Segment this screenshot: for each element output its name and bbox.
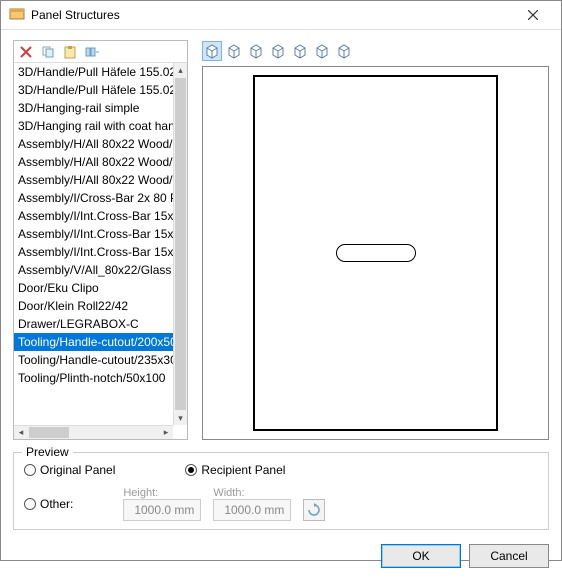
list-item[interactable]: Assembly/H/All 80x22 Wood/Top <box>14 153 173 171</box>
other-radio[interactable]: Other: <box>24 497 73 511</box>
panel-outline <box>253 75 498 431</box>
preview-canvas[interactable] <box>202 66 549 440</box>
hscroll-track[interactable] <box>28 426 159 439</box>
copy-icon[interactable] <box>40 44 56 60</box>
hscroll-thumb[interactable] <box>29 427 69 438</box>
dialog-buttons: OK Cancel <box>13 544 549 568</box>
list-item[interactable]: Tooling/Handle-cutout/235x30/to <box>14 351 173 369</box>
other-label: Other: <box>40 497 73 511</box>
cube-icon <box>270 43 286 59</box>
view-cube-button[interactable] <box>246 41 266 61</box>
list-item[interactable]: Assembly/H/All 80x22 Wood/Int. <box>14 135 173 153</box>
list-item[interactable]: Drawer/LEGRABOX-C <box>14 315 173 333</box>
view-cube-button[interactable] <box>312 41 332 61</box>
horizontal-scrollbar[interactable]: ◂ ▸ <box>14 425 173 439</box>
radio-dot-icon <box>24 464 36 476</box>
cube-icon <box>314 43 330 59</box>
panel-structures-dialog: Panel Structures <box>0 0 562 561</box>
preview-options-group: Preview Original Panel Recipient Panel O… <box>13 452 549 530</box>
list-item[interactable]: Door/Eku Clipo <box>14 279 173 297</box>
scroll-right-icon[interactable]: ▸ <box>159 426 173 439</box>
list-wrap: 3D/Handle/Pull Häfele 155.02.343D/Handle… <box>14 63 187 439</box>
cancel-button[interactable]: Cancel <box>469 544 549 568</box>
radio-dot-icon <box>185 464 197 476</box>
view-cube-button[interactable] <box>202 41 222 61</box>
ok-button[interactable]: OK <box>381 544 461 568</box>
radio-row-2: Other: Height: Width: <box>24 487 538 521</box>
handle-cutout-shape <box>336 244 416 262</box>
scroll-down-icon[interactable]: ▾ <box>174 411 187 425</box>
list-item[interactable]: Assembly/V/All_80x22/Glass 8mm <box>14 261 173 279</box>
view-cube-button[interactable] <box>334 41 354 61</box>
preview-pane <box>202 40 549 440</box>
height-label: Height: <box>123 487 173 499</box>
recipient-panel-radio[interactable]: Recipient Panel <box>185 463 285 477</box>
recipient-panel-label: Recipient Panel <box>201 463 285 477</box>
refresh-icon <box>307 503 321 517</box>
list-item[interactable]: Tooling/Handle-cutout/200x50/ce <box>14 333 173 351</box>
list-item[interactable]: 3D/Handle/Pull Häfele 155.02.34 <box>14 81 173 99</box>
cube-icon <box>292 43 308 59</box>
list-item[interactable]: Door/Klein Roll22/42 <box>14 297 173 315</box>
list-item[interactable]: Tooling/Plinth-notch/50x100 <box>14 369 173 387</box>
structure-list-pane: 3D/Handle/Pull Häfele 155.02.343D/Handle… <box>13 40 188 440</box>
arrange-icon[interactable] <box>84 44 100 60</box>
list-item[interactable]: 3D/Handle/Pull Häfele 155.02.34 <box>14 63 173 81</box>
list-item[interactable]: 3D/Hanging-rail simple <box>14 99 173 117</box>
list-item[interactable]: Assembly/H/All 80x22 Wood/Top <box>14 171 173 189</box>
cube-icon <box>226 43 242 59</box>
original-panel-radio[interactable]: Original Panel <box>24 463 115 477</box>
view-cube-button[interactable] <box>268 41 288 61</box>
app-icon <box>9 6 25 25</box>
delete-icon[interactable] <box>18 44 34 60</box>
list-item[interactable]: 3D/Hanging rail with coat hang. <box>14 117 173 135</box>
vertical-scrollbar[interactable]: ▴ ▾ <box>173 63 187 425</box>
structure-list[interactable]: 3D/Handle/Pull Häfele 155.02.343D/Handle… <box>14 63 173 425</box>
cube-icon <box>248 43 264 59</box>
list-item[interactable]: Assembly/I/Int.Cross-Bar 15x15 <box>14 207 173 225</box>
vscroll-thumb[interactable] <box>175 78 186 410</box>
view-cube-button[interactable] <box>224 41 244 61</box>
width-input[interactable] <box>213 499 291 521</box>
titlebar: Panel Structures <box>1 1 561 30</box>
cube-icon <box>204 43 220 59</box>
scroll-left-icon[interactable]: ◂ <box>14 426 28 439</box>
scroll-up-icon[interactable]: ▴ <box>174 63 187 77</box>
list-item[interactable]: Assembly/I/Cross-Bar 2x 80 Pan. <box>14 189 173 207</box>
group-label: Preview <box>22 445 73 459</box>
list-item[interactable]: Assembly/I/Int.Cross-Bar 15x15 <box>14 225 173 243</box>
radio-dot-icon <box>24 498 36 510</box>
original-panel-label: Original Panel <box>40 463 115 477</box>
upper-row: 3D/Handle/Pull Häfele 155.02.343D/Handle… <box>13 40 549 440</box>
cube-icon <box>336 43 352 59</box>
window-title: Panel Structures <box>31 8 513 22</box>
refresh-button[interactable] <box>303 499 325 521</box>
close-button[interactable] <box>513 1 553 29</box>
list-toolbar <box>14 41 187 63</box>
width-label: Width: <box>213 487 263 499</box>
view-cube-button[interactable] <box>290 41 310 61</box>
content-area: 3D/Handle/Pull Häfele 155.02.343D/Handle… <box>1 30 561 578</box>
height-input[interactable] <box>123 499 201 521</box>
paste-icon[interactable] <box>62 44 78 60</box>
list-item[interactable]: Assembly/I/Int.Cross-Bar 15x15 <box>14 243 173 261</box>
view-toolbar <box>202 40 549 62</box>
radio-row-1: Original Panel Recipient Panel <box>24 463 538 477</box>
